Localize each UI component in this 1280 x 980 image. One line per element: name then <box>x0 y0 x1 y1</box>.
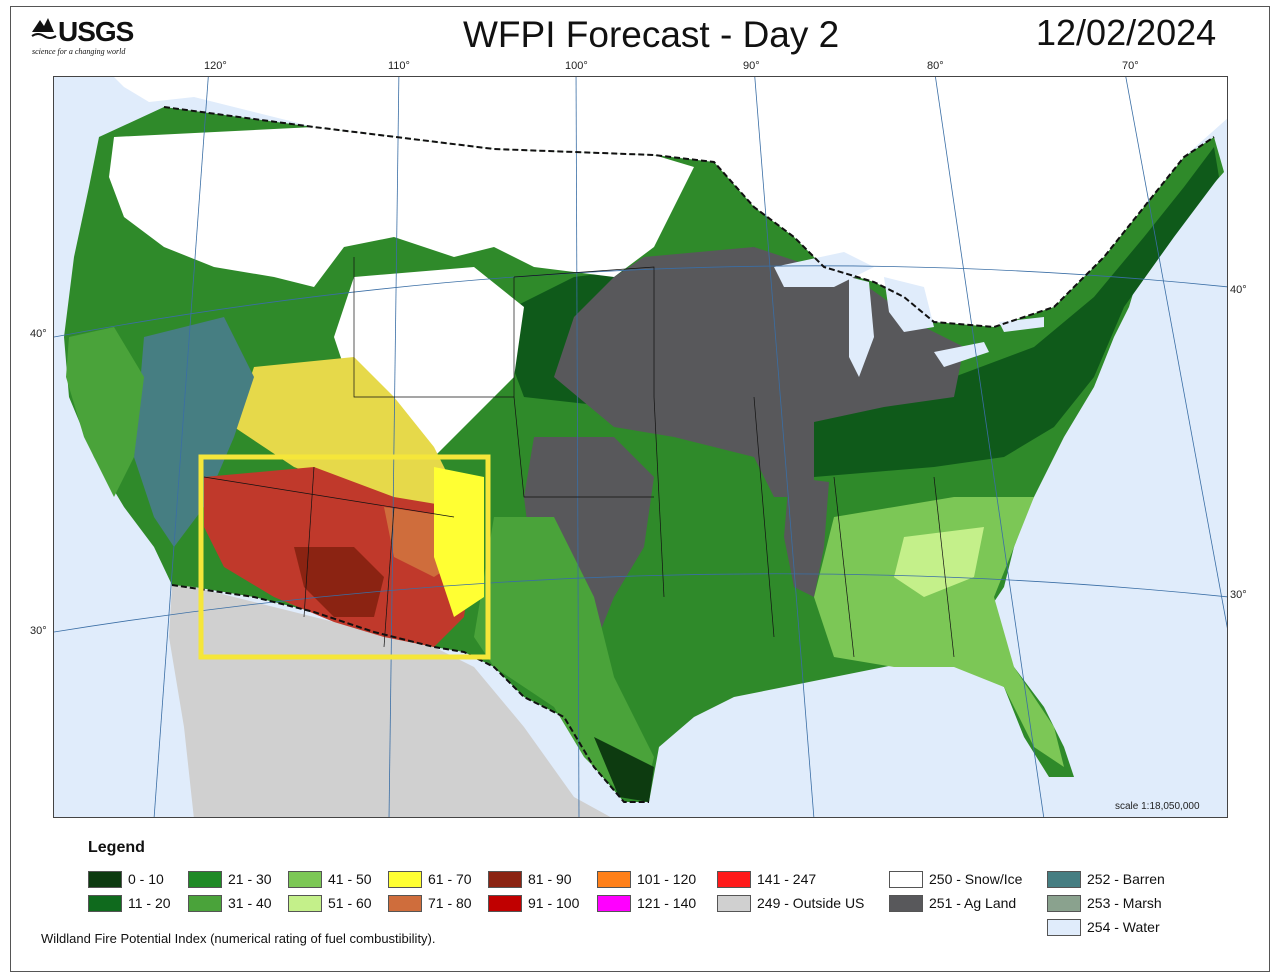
legend-label: 250 - Snow/Ice <box>929 871 1023 887</box>
legend-label: 0 - 10 <box>128 871 164 887</box>
legend-item: 249 - Outside US <box>717 894 864 912</box>
ag-land-delta <box>784 477 829 597</box>
legend-label: 141 - 247 <box>757 871 817 887</box>
legend-label: 121 - 140 <box>637 895 697 911</box>
legend-swatch <box>388 870 422 888</box>
longitude-label: 120° <box>204 60 227 72</box>
legend-item: 252 - Barren <box>1047 870 1165 888</box>
latitude-label-right: 40° <box>1230 284 1247 296</box>
wfpi-map <box>53 76 1228 818</box>
legend-label: 254 - Water <box>1087 919 1160 935</box>
logo-text: USGS <box>58 16 134 47</box>
footnote: Wildland Fire Potential Index (numerical… <box>41 931 436 946</box>
lake-huron <box>884 277 934 332</box>
longitude-label: 90° <box>743 60 760 72</box>
legend-label: 11 - 20 <box>128 895 171 911</box>
page-title: WFPI Forecast - Day 2 <box>463 14 840 55</box>
legend-swatch <box>717 870 751 888</box>
forecast-date: 12/02/2024 <box>1036 12 1217 53</box>
legend-label: 81 - 90 <box>528 871 572 887</box>
texas-coast-dark <box>594 737 654 802</box>
southeast-yellow-patches <box>894 527 984 597</box>
legend-swatch <box>488 894 522 912</box>
legend-swatch <box>597 894 631 912</box>
state-boundaries <box>203 257 955 658</box>
lake-michigan <box>849 277 874 377</box>
graticule-lines <box>54 77 1227 817</box>
southwest-highlight-box <box>198 454 491 660</box>
usgs-logo: USGS science for a changing world <box>30 14 148 58</box>
longitude-label: 80° <box>927 60 944 72</box>
legend-swatch <box>1047 870 1081 888</box>
legend-label: 249 - Outside US <box>757 895 865 911</box>
snow-northern <box>109 127 694 287</box>
map-scale: scale 1:18,050,000 <box>1115 801 1200 812</box>
usgs-logo-mark-icon <box>31 18 57 39</box>
canada-region <box>114 77 1227 327</box>
longitude-label: 100° <box>565 60 588 72</box>
legend-swatch <box>1047 894 1081 912</box>
legend-swatch <box>388 894 422 912</box>
legend-label: 253 - Marsh <box>1087 895 1162 911</box>
west-coast-mix <box>66 327 144 497</box>
legend-item: 254 - Water <box>1047 918 1160 936</box>
legend-label: 51 - 60 <box>328 895 372 911</box>
legend-label: 61 - 70 <box>428 871 472 887</box>
latitude-label-left: 30° <box>30 625 47 637</box>
legend-item: 141 - 247 <box>717 870 816 888</box>
legend-swatch <box>188 894 222 912</box>
legend-swatch <box>188 870 222 888</box>
legend-item: 0 - 10 <box>88 870 164 888</box>
longitude-label: 110° <box>388 60 410 72</box>
legend-label: 101 - 120 <box>637 871 697 887</box>
southwest-yellow <box>434 467 484 617</box>
legend-item: 31 - 40 <box>188 894 272 912</box>
legend-item: 71 - 80 <box>388 894 472 912</box>
longitude-label: 70° <box>1122 60 1139 72</box>
southwest-darkred <box>294 547 384 617</box>
legend-item: 61 - 70 <box>388 870 472 888</box>
legend-item: 41 - 50 <box>288 870 372 888</box>
lake-ontario <box>999 317 1044 332</box>
legend-label: 91 - 100 <box>528 895 580 911</box>
legend-item: 51 - 60 <box>288 894 372 912</box>
latitude-label-left: 40° <box>30 328 47 340</box>
legend-item: 121 - 140 <box>597 894 696 912</box>
legend-label: 252 - Barren <box>1087 871 1165 887</box>
legend-item: 91 - 100 <box>488 894 579 912</box>
legend-swatch <box>1047 918 1081 936</box>
legend-item: 251 - Ag Land <box>889 894 1016 912</box>
legend-item: 250 - Snow/Ice <box>889 870 1022 888</box>
legend-item: 253 - Marsh <box>1047 894 1162 912</box>
legend-item: 101 - 120 <box>597 870 696 888</box>
legend-swatch <box>717 894 751 912</box>
legend-label: 71 - 80 <box>428 895 472 911</box>
logo-tagline: science for a changing world <box>32 47 126 56</box>
great-basin-barren <box>134 317 254 547</box>
legend-swatch <box>597 870 631 888</box>
legend-item: 81 - 90 <box>488 870 572 888</box>
mexico-region <box>169 585 611 817</box>
us-canada-border <box>163 106 1215 329</box>
legend-swatch <box>488 870 522 888</box>
legend-swatch <box>889 894 923 912</box>
southeast-light-green <box>814 497 1064 767</box>
map-frame <box>10 6 1270 972</box>
legend-swatch <box>88 894 122 912</box>
texas-green <box>474 517 654 797</box>
legend-label: 21 - 30 <box>228 871 272 887</box>
legend-label: 41 - 50 <box>328 871 372 887</box>
legend-swatch <box>889 870 923 888</box>
latitude-label-right: 30° <box>1230 589 1247 601</box>
legend-label: 251 - Ag Land <box>929 895 1017 911</box>
legend-swatch <box>88 870 122 888</box>
legend-swatch <box>288 870 322 888</box>
legend-label: 31 - 40 <box>228 895 272 911</box>
legend-swatch <box>288 894 322 912</box>
west-yellow <box>234 357 454 517</box>
legend-item: 11 - 20 <box>88 894 171 912</box>
legend-title: Legend <box>88 839 145 856</box>
legend-item: 21 - 30 <box>188 870 272 888</box>
